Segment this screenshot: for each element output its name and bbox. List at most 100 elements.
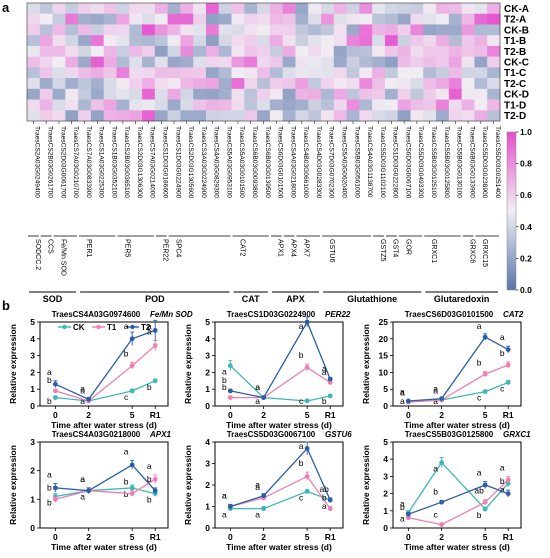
data-point — [304, 319, 310, 325]
heatmap-cell — [295, 110, 309, 122]
significance-letter: c — [299, 492, 304, 502]
heatmap-cell — [321, 35, 335, 47]
subfamily-label: GOR — [405, 239, 412, 255]
plot-title: TraesCS1D03G0224900 — [227, 310, 316, 319]
heatmap-cell — [205, 3, 220, 15]
heatmap-row-label: T2-C — [504, 79, 526, 90]
legend-label: CK — [73, 323, 85, 332]
heatmap-cell — [384, 35, 399, 47]
heatmap-row-label: CK-B — [504, 25, 529, 36]
heatmap-cell — [372, 56, 386, 68]
y-tick-label: 3 — [205, 351, 210, 361]
heatmap-cell — [142, 110, 156, 122]
heatmap-cell — [129, 3, 143, 15]
heatmap-cell — [116, 24, 130, 36]
heatmap-cell — [65, 67, 79, 79]
heatmap-cell — [269, 99, 283, 111]
heatmap-cell — [397, 88, 411, 100]
heatmap-cell — [321, 67, 335, 79]
heatmap-cell — [129, 88, 143, 100]
heatmap-gene-label: TraesCS5D03G0238900 — [481, 126, 488, 199]
heatmap-cell — [269, 3, 283, 15]
heatmap-cell — [154, 45, 168, 57]
heatmap-cell — [295, 3, 309, 15]
family-label: APX — [286, 294, 305, 304]
heatmap-cell — [205, 56, 220, 68]
heatmap-cell — [321, 99, 335, 111]
heatmap-cell — [384, 45, 399, 57]
heatmap-cell — [269, 110, 283, 122]
heatmap-cell — [78, 78, 92, 90]
heatmap-cell — [244, 45, 258, 57]
heatmap-gene-label: TraesCS1B03G0352100 — [110, 126, 117, 198]
heatmap-cell — [410, 99, 424, 111]
heatmap-cell — [487, 45, 501, 57]
data-point — [505, 362, 511, 368]
heatmap-cell — [52, 88, 66, 100]
heatmap-cell — [167, 13, 181, 25]
heatmap-cell — [78, 24, 92, 36]
heatmap-cell — [436, 56, 450, 68]
heatmap-cell — [269, 24, 283, 36]
heatmap-cell — [205, 24, 220, 36]
heatmap-row-label: CK-A — [504, 4, 529, 15]
heatmap-cell — [423, 56, 437, 68]
heatmap-cell — [333, 13, 347, 25]
heatmap-cell — [244, 88, 258, 100]
heatmap-cell — [257, 67, 271, 79]
heatmap-cell — [474, 45, 488, 57]
data-point — [152, 343, 158, 348]
data-point — [482, 334, 488, 340]
series-line — [55, 487, 156, 498]
heatmap-cell — [39, 110, 53, 122]
heatmap-cell — [295, 45, 309, 57]
y-tick-label: 1 — [205, 384, 210, 394]
heatmap-cell — [39, 78, 53, 90]
heatmap-gene-label: TraesCS4A03G0218000 — [289, 126, 296, 198]
significance-letter: c — [124, 392, 129, 402]
heatmap-cell — [333, 24, 347, 36]
heatmap-gene-label: TraesCS5A03G0620400 — [341, 126, 348, 198]
subfamily-label: GRXC1 — [430, 239, 437, 263]
heatmap-cell — [397, 13, 411, 25]
heatmap-cell — [103, 24, 117, 36]
subfamily-label: GRXC6 — [468, 239, 475, 263]
heatmap-cell — [321, 13, 335, 25]
heatmap-cell — [218, 35, 232, 47]
heatmap-cell — [257, 24, 271, 36]
heatmap-cell — [78, 3, 92, 15]
heatmap-cell — [78, 35, 92, 47]
heatmap-cell — [27, 78, 41, 90]
heatmap-cell — [295, 24, 309, 36]
heatmap-cell — [90, 88, 104, 100]
line-plot: TraesCS1D03G0224900 PER22 0 1 2 3 4 5 0 2 5 R1Time … — [183, 310, 351, 430]
heatmap-cell — [346, 99, 360, 111]
y-tick-label: 3 — [30, 437, 35, 447]
heatmap-cell — [308, 99, 322, 111]
heatmap-cell — [52, 45, 66, 57]
plot-title-gene: PER22 — [325, 310, 351, 319]
heatmap-cell — [282, 13, 296, 25]
heatmap-cell — [321, 88, 335, 100]
heatmap-cell — [372, 3, 386, 15]
data-point — [482, 482, 488, 488]
significance-letter: a — [124, 447, 129, 457]
heatmap-cell — [167, 78, 181, 90]
heatmap-cell — [244, 56, 258, 68]
heatmap-gene-label: TraesCS7A03G0210700 — [72, 126, 79, 198]
heatmap-cell — [180, 110, 194, 122]
heatmap-cell — [295, 99, 309, 111]
significance-letter: b — [147, 474, 152, 484]
heatmap-cell — [90, 45, 104, 57]
heatmap-cell — [308, 78, 322, 90]
heatmap-gene-label: TraesCS2B03G0365100 — [123, 126, 130, 198]
heatmap-cell — [78, 99, 92, 111]
heatmap-cell — [142, 3, 156, 15]
heatmap-cell — [205, 13, 220, 25]
heatmap-cell — [269, 35, 283, 47]
heatmap-cell — [180, 99, 194, 111]
series-line — [55, 345, 156, 402]
subfamily-label: SPC4 — [174, 239, 181, 257]
significance-letter: ab — [319, 484, 329, 494]
